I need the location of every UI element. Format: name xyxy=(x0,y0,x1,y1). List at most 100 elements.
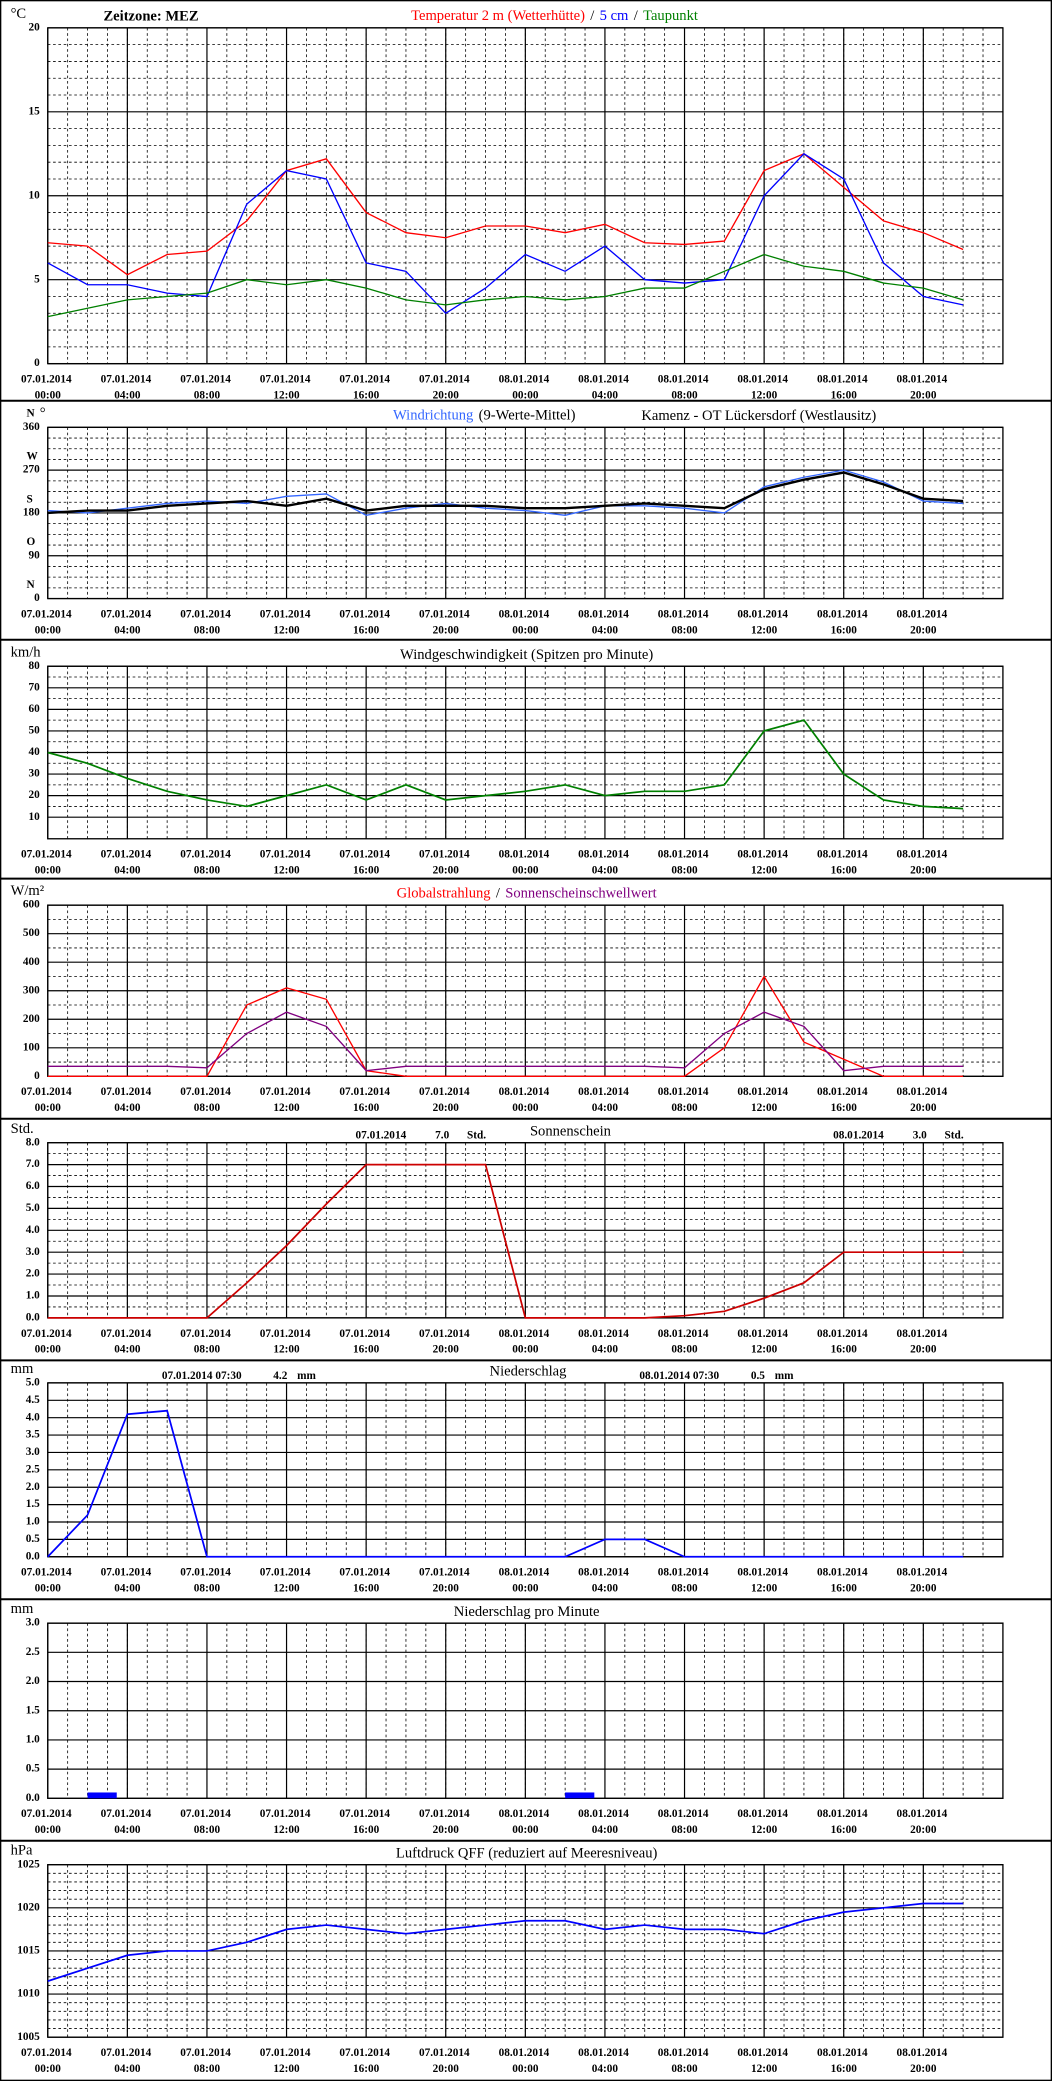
x-tick-label: 08.01.2014 00:00 xyxy=(499,1086,553,1114)
x-tick-label: 08.01.2014 00:00 xyxy=(499,2047,553,2075)
unit-label: °C xyxy=(11,6,27,22)
total-amount: 7.0 xyxy=(435,1130,449,1142)
legend: Temperatur 2 m (Wetterhütte)/5 cm / Taupun… xyxy=(411,9,698,25)
x-tick-label: 07.01.2014 08:00 xyxy=(180,373,234,401)
y-tick-label: 1.0 xyxy=(26,1290,40,1302)
x-tick-label: 08.01.2014 04:00 xyxy=(578,2047,632,2075)
data-line xyxy=(47,975,964,1077)
x-tick-label: 07.01.2014 20:00 xyxy=(419,848,473,876)
chart-title: Luftdruck QFF (reduziert auf Meeresnivea… xyxy=(396,1845,658,1861)
total-unit: mm xyxy=(775,1370,794,1382)
x-tick-label: 07.01.2014 08:00 xyxy=(180,848,234,876)
y-tick-label: 2.0 xyxy=(26,1481,40,1493)
data-line xyxy=(47,1409,964,1558)
y-tick-label: 3.0 xyxy=(26,1446,40,1458)
total-amount: 0.5 xyxy=(751,1370,765,1382)
y-tick-label: 2.0 xyxy=(26,1268,40,1280)
data-line xyxy=(47,1011,964,1072)
x-tick-label: 07.01.2014 00:00 xyxy=(21,2047,75,2075)
x-tick-label: 07.01.2014 16:00 xyxy=(339,2047,393,2075)
x-tick-label: 08.01.2014 00:00 xyxy=(499,848,553,876)
y-tick-label: 10 xyxy=(29,189,41,201)
x-tick-label: 08.01.2014 04:00 xyxy=(578,373,632,401)
y-tick-label: 6.0 xyxy=(26,1180,40,1192)
x-tick-label: 07.01.2014 12:00 xyxy=(260,608,314,636)
legend-entry: Windrichtung xyxy=(393,408,474,424)
total-date: 08.01.2014 07:30 xyxy=(639,1370,719,1382)
data-line xyxy=(47,152,964,315)
x-tick-label: 07.01.2014 04:00 xyxy=(101,608,155,636)
x-tick-label: 07.01.2014 08:00 xyxy=(180,1327,234,1355)
data-line xyxy=(47,1902,964,1982)
x-tick-label: 08.01.2014 20:00 xyxy=(897,2047,951,2075)
x-tick-label: 07.01.2014 16:00 xyxy=(339,1566,393,1594)
x-tick-label: 08.01.2014 12:00 xyxy=(737,608,791,636)
x-tick-label: 08.01.2014 12:00 xyxy=(737,373,791,401)
data-line xyxy=(47,471,964,515)
y-tick-label: 20 xyxy=(29,789,41,801)
plot-border xyxy=(47,27,1004,365)
x-tick-label: 07.01.2014 08:00 xyxy=(180,2047,234,2075)
x-tick-label: 08.01.2014 04:00 xyxy=(578,1566,632,1594)
y-tick-label: 1.0 xyxy=(26,1734,40,1746)
y-tick-label: 1020 xyxy=(17,1901,40,1913)
x-tick-label: 07.01.2014 00:00 xyxy=(21,608,75,636)
legend-entry: Sonnenscheinschwellwert xyxy=(505,886,656,902)
chart-title: Kamenz - OT Lückersdorf (Westlausitz) xyxy=(641,408,876,424)
legend-entry: 5 cm xyxy=(600,9,629,25)
x-tick-label: 08.01.2014 16:00 xyxy=(817,1327,871,1355)
legend-entry: Temperatur 2 m (Wetterhütte) xyxy=(411,9,585,25)
total-date: 07.01.2014 07:30 xyxy=(162,1370,242,1382)
unit-label: mm xyxy=(11,1361,34,1377)
x-tick-label: 07.01.2014 00:00 xyxy=(21,1566,75,1594)
total-unit: Std. xyxy=(945,1130,964,1142)
x-tick-label: 08.01.2014 04:00 xyxy=(578,1808,632,1836)
x-tick-label: 07.01.2014 20:00 xyxy=(419,1566,473,1594)
compass-label: N xyxy=(27,579,35,591)
x-tick-label: 07.01.2014 12:00 xyxy=(260,1566,314,1594)
x-tick-label: 07.01.2014 12:00 xyxy=(260,1808,314,1836)
legend-separator: / xyxy=(634,9,639,25)
legend: Windrichtung (9-Werte-Mittel) xyxy=(393,408,576,424)
y-tick-label: 2.0 xyxy=(26,1675,40,1687)
y-tick-label: 270 xyxy=(23,464,40,476)
timezone: Zeitzone: MEZ xyxy=(103,9,198,25)
bar xyxy=(565,1792,595,1799)
x-tick-label: 07.01.2014 20:00 xyxy=(419,1808,473,1836)
data-line xyxy=(47,1163,964,1319)
x-tick-label: 08.01.2014 08:00 xyxy=(658,1086,712,1114)
y-tick-label: 8.0 xyxy=(26,1136,40,1148)
x-tick-label: 07.01.2014 08:00 xyxy=(180,1086,234,1114)
x-tick-label: 08.01.2014 12:00 xyxy=(737,2047,791,2075)
x-tick-label: 07.01.2014 08:00 xyxy=(180,608,234,636)
y-tick-label: 1015 xyxy=(17,1945,40,1957)
x-tick-label: 08.01.2014 04:00 xyxy=(578,608,632,636)
x-tick-label: 08.01.2014 12:00 xyxy=(737,1086,791,1114)
y-tick-label: 0.5 xyxy=(26,1763,40,1775)
x-tick-label: 07.01.2014 00:00 xyxy=(21,1808,75,1836)
x-tick-label: 07.01.2014 20:00 xyxy=(419,1086,473,1114)
data-line xyxy=(47,719,964,810)
y-tick-label: 1010 xyxy=(17,1988,40,2000)
unit-label: km/h xyxy=(11,644,42,660)
x-tick-label: 08.01.2014 04:00 xyxy=(578,1086,632,1114)
x-tick-label: 07.01.2014 08:00 xyxy=(180,1808,234,1836)
y-tick-label: 3.0 xyxy=(26,1617,40,1629)
x-tick-label: 08.01.2014 12:00 xyxy=(737,848,791,876)
y-tick-label: 500 xyxy=(23,927,40,939)
y-tick-label: 30 xyxy=(29,768,41,780)
x-tick-label: 08.01.2014 16:00 xyxy=(817,2047,871,2075)
y-tick-label: 10 xyxy=(29,811,41,823)
y-tick-label: 0 xyxy=(34,592,40,604)
x-tick-label: 07.01.2014 04:00 xyxy=(101,373,155,401)
total-amount: 3.0 xyxy=(913,1130,927,1142)
data-line xyxy=(47,469,964,517)
y-tick-label: 2.5 xyxy=(26,1463,40,1475)
legend: Globalstrahlung / Sonnenscheinschwellwert xyxy=(397,886,657,902)
x-tick-label: 07.01.2014 04:00 xyxy=(101,1808,155,1836)
x-tick-label: 07.01.2014 04:00 xyxy=(101,1327,155,1355)
y-tick-label: 50 xyxy=(29,725,41,737)
y-tick-label: 200 xyxy=(23,1013,40,1025)
x-tick-label: 08.01.2014 08:00 xyxy=(658,848,712,876)
x-tick-label: 07.01.2014 00:00 xyxy=(21,373,75,401)
